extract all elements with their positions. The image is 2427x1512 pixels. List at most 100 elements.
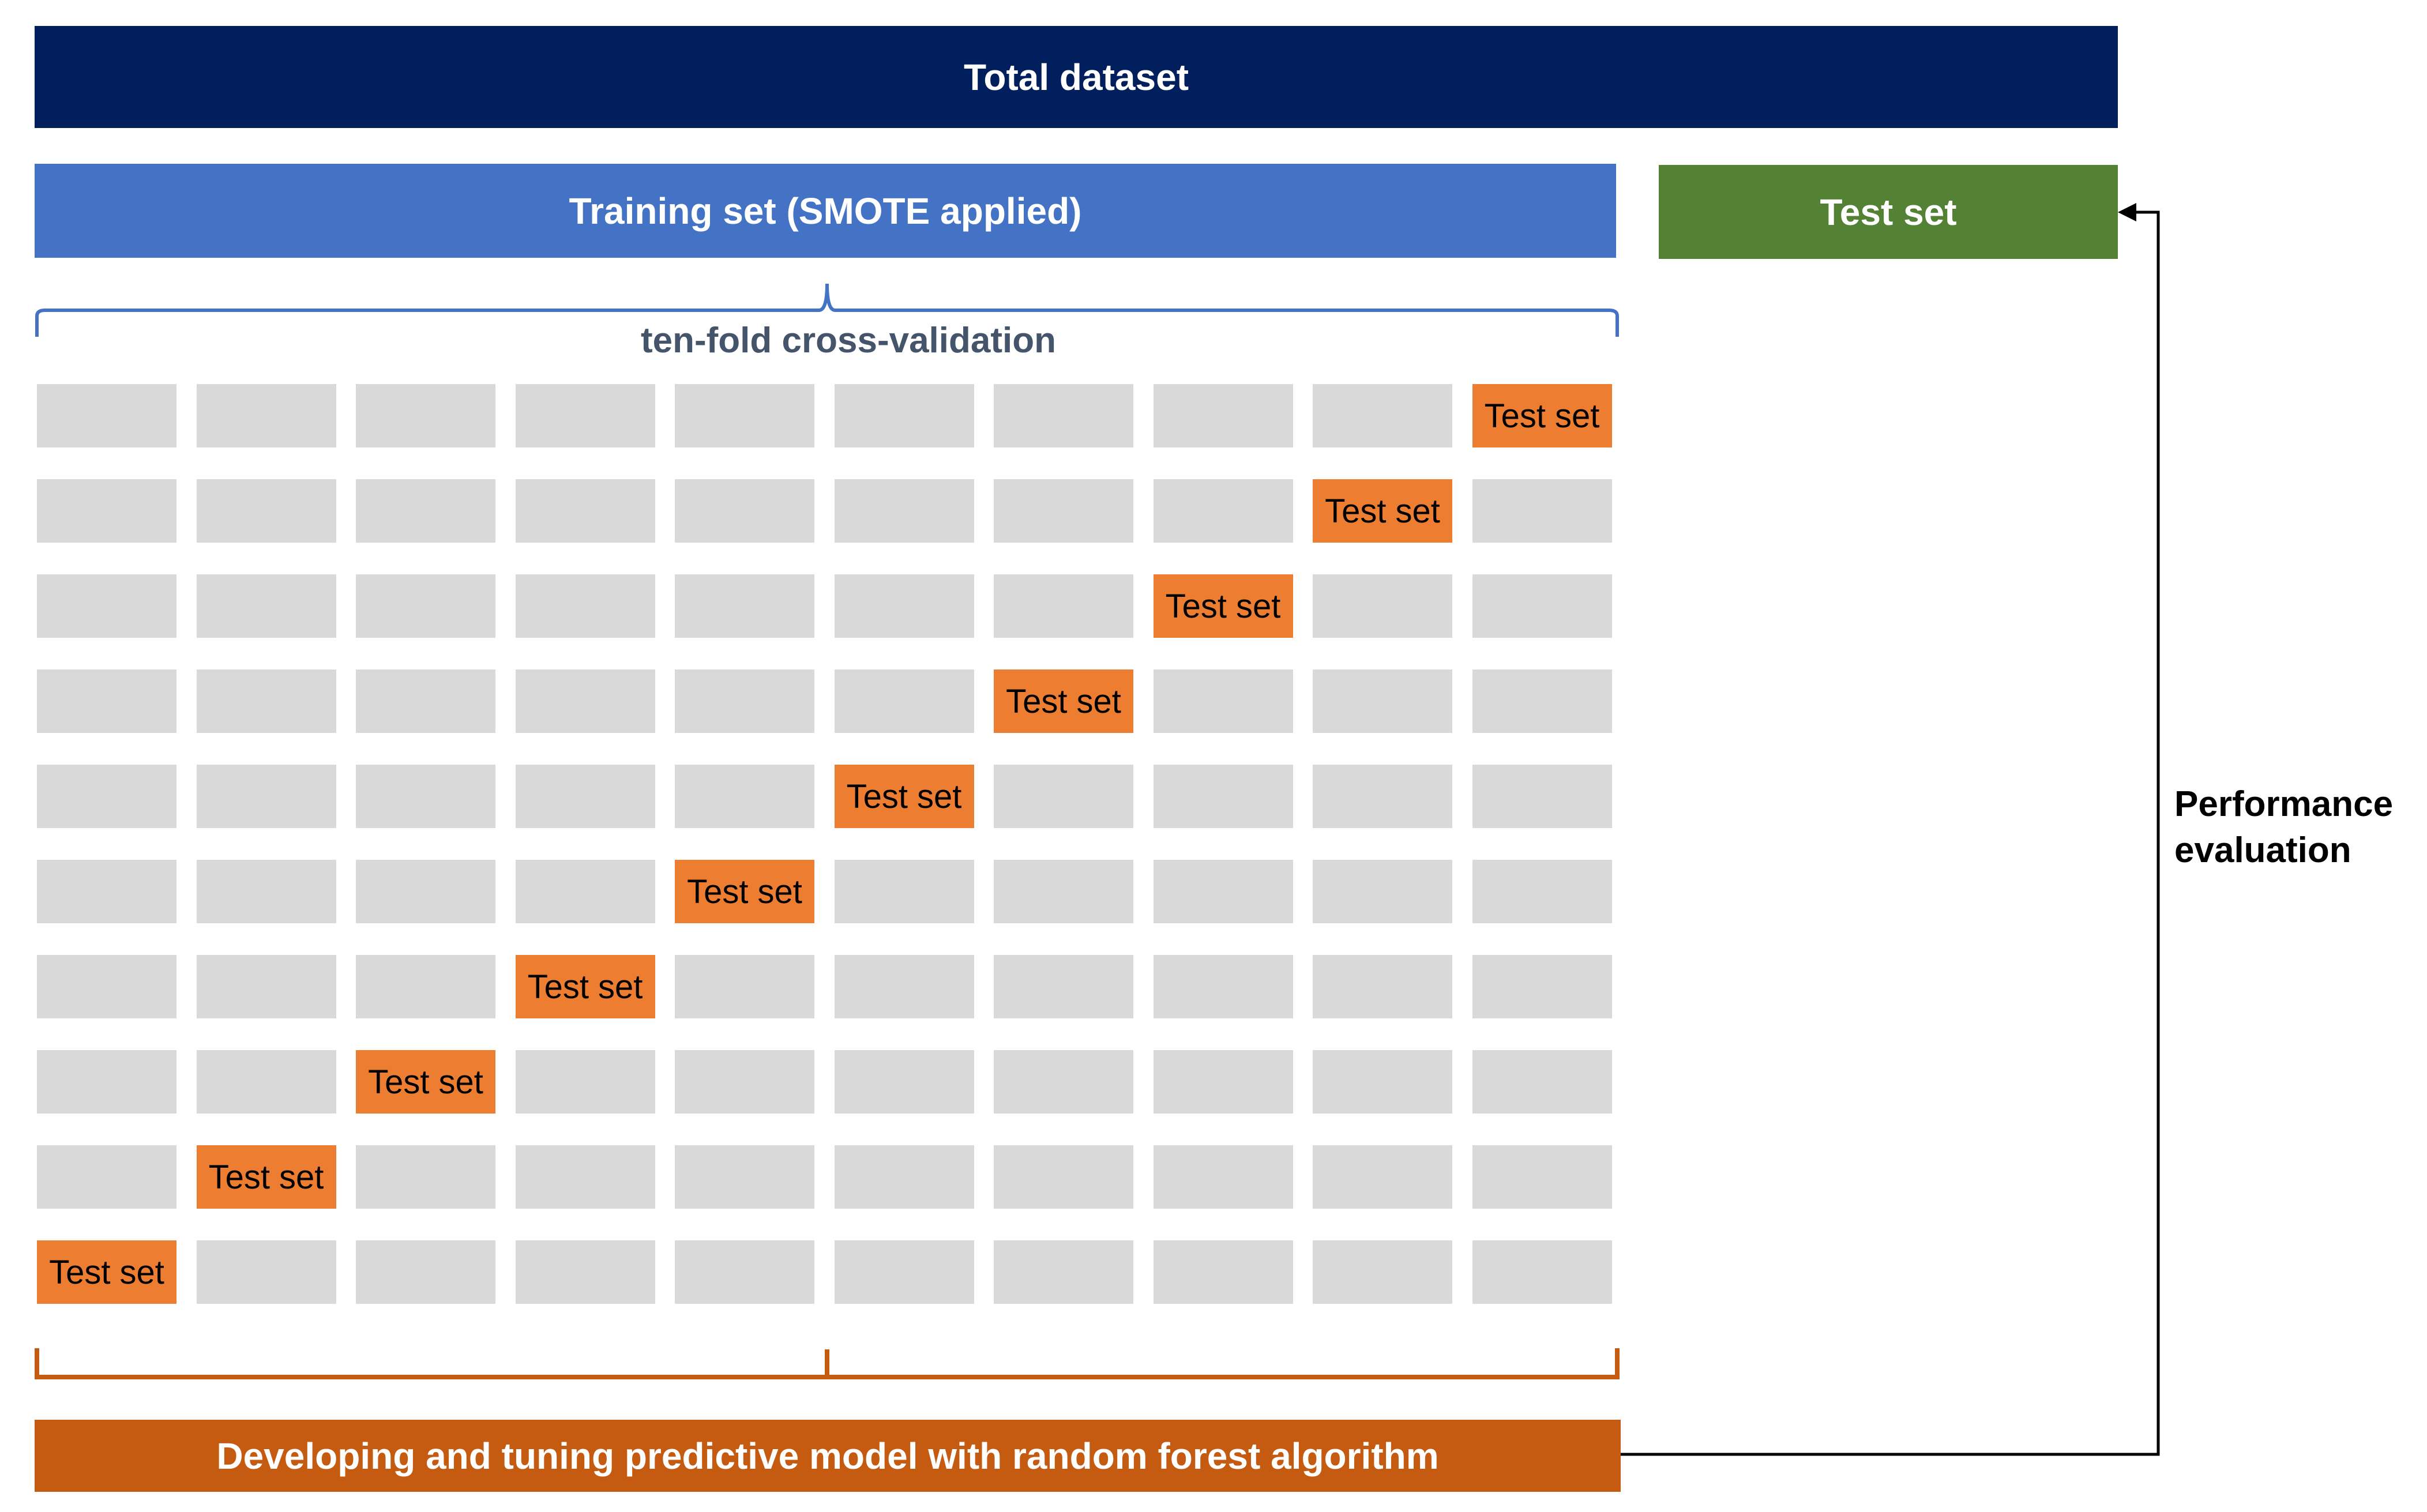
fold-test-cell: Test set bbox=[196, 1145, 336, 1209]
fold-train-cell bbox=[994, 765, 1133, 828]
fold-train-cell bbox=[834, 860, 974, 923]
fold-train-cell bbox=[515, 765, 655, 828]
fold-train-cell bbox=[356, 384, 495, 447]
fold-train-cell bbox=[356, 479, 495, 543]
fold-train-cell bbox=[515, 860, 655, 923]
fold-train-cell bbox=[356, 1240, 495, 1304]
cross-validation-label: ten-fold cross-validation bbox=[641, 321, 1056, 360]
fold-test-cell: Test set bbox=[1153, 574, 1293, 638]
fold-train-cell bbox=[196, 384, 336, 447]
fold-train-cell bbox=[515, 384, 655, 447]
performance-evaluation-line-2: evaluation bbox=[2174, 830, 2351, 870]
fold-train-cell bbox=[1472, 1050, 1612, 1114]
fold-train-cell bbox=[675, 670, 814, 733]
fold-train-cell bbox=[994, 574, 1133, 638]
fold-train-cell bbox=[37, 860, 176, 923]
fold-train-cell bbox=[834, 574, 974, 638]
fold-train-cell bbox=[1153, 1050, 1293, 1114]
fold-train-cell bbox=[675, 1050, 814, 1114]
test-set-bar: Test set bbox=[1659, 165, 2118, 259]
fold-train-cell bbox=[1153, 860, 1293, 923]
fold-train-cell bbox=[1313, 1145, 1452, 1209]
fold-train-cell bbox=[37, 479, 176, 543]
fold-train-cell bbox=[1313, 860, 1452, 923]
fold-train-cell bbox=[834, 1240, 974, 1304]
fold-train-cell bbox=[37, 1145, 176, 1209]
fold-test-cell: Test set bbox=[1313, 479, 1452, 543]
total-dataset-bar: Total dataset bbox=[35, 26, 2118, 128]
fold-train-cell bbox=[1153, 384, 1293, 447]
fold-train-cell bbox=[1472, 574, 1612, 638]
fold-train-cell bbox=[675, 765, 814, 828]
fold-train-cell bbox=[834, 1145, 974, 1209]
performance-connector-line bbox=[1621, 210, 2160, 1456]
fold-train-cell bbox=[196, 670, 336, 733]
fold-train-cell bbox=[675, 1145, 814, 1209]
fold-train-cell bbox=[834, 1050, 974, 1114]
fold-train-cell bbox=[1472, 479, 1612, 543]
fold-train-cell bbox=[994, 384, 1133, 447]
fold-train-cell bbox=[675, 1240, 814, 1304]
fold-train-cell bbox=[37, 574, 176, 638]
fold-train-cell bbox=[994, 860, 1133, 923]
fold-train-cell bbox=[196, 765, 336, 828]
fold-train-cell bbox=[196, 479, 336, 543]
fold-test-cell: Test set bbox=[515, 955, 655, 1018]
fold-train-cell bbox=[356, 1145, 495, 1209]
fold-train-cell bbox=[994, 955, 1133, 1018]
fold-train-cell bbox=[1153, 1145, 1293, 1209]
fold-train-cell bbox=[196, 955, 336, 1018]
arrowhead-icon bbox=[2118, 203, 2136, 221]
fold-train-cell bbox=[515, 1145, 655, 1209]
fold-train-cell bbox=[834, 955, 974, 1018]
model-development-bar: Developing and tuning predictive model w… bbox=[35, 1420, 1621, 1492]
fold-test-cell: Test set bbox=[356, 1050, 495, 1114]
fold-train-cell bbox=[196, 860, 336, 923]
fold-train-cell bbox=[994, 479, 1133, 543]
model-bracket bbox=[35, 1348, 1620, 1379]
fold-test-cell: Test set bbox=[37, 1240, 176, 1304]
fold-train-cell bbox=[37, 765, 176, 828]
fold-train-cell bbox=[1313, 574, 1452, 638]
fold-train-cell bbox=[834, 670, 974, 733]
fold-train-cell bbox=[1472, 860, 1612, 923]
fold-train-cell bbox=[196, 1050, 336, 1114]
fold-train-cell bbox=[515, 1240, 655, 1304]
fold-train-cell bbox=[1313, 384, 1452, 447]
fold-test-cell: Test set bbox=[675, 860, 814, 923]
fold-train-cell bbox=[515, 574, 655, 638]
fold-train-cell bbox=[1313, 955, 1452, 1018]
fold-train-cell bbox=[515, 1050, 655, 1114]
fold-train-cell bbox=[1472, 765, 1612, 828]
fold-train-cell bbox=[1153, 1240, 1293, 1304]
training-set-bar: Training set (SMOTE applied) bbox=[35, 164, 1616, 258]
fold-test-cell: Test set bbox=[1472, 384, 1612, 447]
fold-train-cell bbox=[356, 670, 495, 733]
performance-evaluation-line-1: Performance bbox=[2174, 784, 2394, 824]
fold-train-cell bbox=[1313, 1240, 1452, 1304]
fold-train-cell bbox=[994, 1240, 1133, 1304]
fold-train-cell bbox=[37, 955, 176, 1018]
fold-train-cell bbox=[675, 479, 814, 543]
fold-train-cell bbox=[1472, 670, 1612, 733]
fold-train-cell bbox=[1153, 670, 1293, 733]
fold-train-cell bbox=[1313, 1050, 1452, 1114]
fold-train-cell bbox=[834, 384, 974, 447]
fold-train-cell bbox=[515, 479, 655, 543]
fold-train-cell bbox=[1472, 1240, 1612, 1304]
fold-train-cell bbox=[356, 765, 495, 828]
fold-train-cell bbox=[356, 860, 495, 923]
fold-train-cell bbox=[356, 955, 495, 1018]
fold-train-cell bbox=[515, 670, 655, 733]
performance-evaluation-label: Performance evaluation bbox=[2174, 781, 2422, 874]
fold-train-cell bbox=[834, 479, 974, 543]
fold-train-cell bbox=[1472, 955, 1612, 1018]
fold-train-cell bbox=[675, 955, 814, 1018]
fold-train-cell bbox=[1153, 765, 1293, 828]
fold-train-cell bbox=[196, 574, 336, 638]
fold-train-cell bbox=[675, 384, 814, 447]
fold-train-cell bbox=[37, 384, 176, 447]
fold-train-cell bbox=[994, 1145, 1133, 1209]
fold-train-cell bbox=[675, 574, 814, 638]
